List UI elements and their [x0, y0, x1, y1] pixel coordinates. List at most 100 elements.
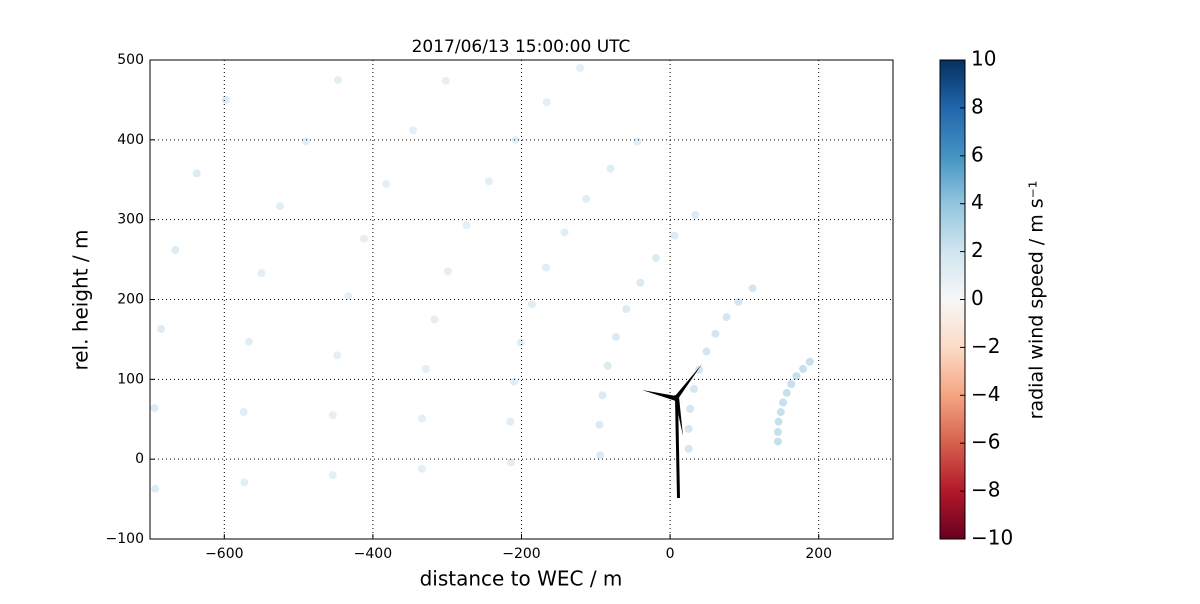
point [598, 391, 607, 400]
point [344, 292, 353, 301]
point [527, 300, 536, 309]
point [302, 137, 311, 146]
point [684, 444, 693, 453]
point [443, 267, 452, 276]
point [582, 194, 591, 203]
point [779, 398, 788, 407]
y-tick-label: 0 [135, 451, 144, 467]
point [221, 95, 230, 104]
colorbar-tick-label: −6 [971, 430, 1000, 454]
point [421, 364, 430, 373]
colorbar-tick-label: 8 [971, 94, 984, 118]
point [333, 75, 342, 84]
colorbar-tick-label: −10 [971, 526, 1013, 550]
point [507, 458, 516, 467]
point [805, 357, 814, 366]
point [328, 471, 337, 480]
point [695, 365, 704, 374]
y-tick-label: 400 [117, 132, 144, 148]
y-tick-label: −100 [106, 531, 144, 547]
point [441, 76, 450, 85]
turbine [642, 364, 702, 498]
point [595, 420, 604, 429]
point [603, 361, 612, 370]
point [511, 135, 520, 144]
point [651, 253, 660, 262]
chart-title: 2017/06/13 15:00:00 UTC [412, 37, 631, 57]
y-tick-label: 500 [117, 52, 144, 68]
point [774, 417, 783, 426]
point [171, 246, 180, 255]
y-tick-label: 200 [117, 292, 144, 308]
point [686, 404, 695, 413]
y-axis-label: rel. height / m [69, 229, 93, 370]
point [576, 63, 585, 72]
point [773, 428, 782, 437]
point [542, 263, 551, 272]
point [240, 478, 249, 487]
point [382, 179, 391, 188]
colorbar-tick-label: 0 [971, 286, 984, 310]
point [510, 377, 519, 386]
point [333, 351, 342, 360]
point [636, 278, 645, 287]
point [239, 408, 248, 417]
x-tick-label: −200 [502, 546, 540, 562]
point [276, 202, 285, 211]
colorbar-label: radial wind speed / m s⁻¹ [1026, 181, 1048, 420]
point [684, 424, 693, 433]
point [689, 384, 698, 393]
point [150, 404, 159, 413]
y-tick-label: 100 [117, 371, 144, 387]
point [670, 231, 679, 240]
colorbar-tick-label: −4 [971, 382, 1000, 406]
point [776, 408, 785, 417]
point [711, 329, 720, 338]
point [691, 210, 700, 219]
x-tick-label: 0 [666, 546, 675, 562]
y-tick-label: 300 [117, 212, 144, 228]
x-tick-label: −400 [354, 546, 392, 562]
point [633, 137, 642, 146]
colorbar-tick-label: −8 [971, 478, 1000, 502]
point [611, 333, 620, 342]
point [734, 297, 743, 306]
plot-frame [149, 59, 894, 540]
colorbar-tick-label: −2 [971, 334, 1000, 358]
point [430, 315, 439, 324]
point [417, 464, 426, 473]
point [359, 234, 368, 243]
point [157, 325, 166, 334]
point [516, 338, 525, 347]
point [417, 414, 426, 423]
point [782, 388, 791, 397]
point [622, 305, 631, 314]
point [328, 411, 337, 420]
point [542, 98, 551, 107]
point [702, 347, 711, 356]
point [409, 126, 418, 135]
point [787, 380, 796, 389]
point [151, 484, 160, 493]
point [484, 177, 493, 186]
point [792, 372, 801, 381]
colorbar-tick-label: 2 [971, 238, 984, 262]
point [257, 269, 266, 278]
colorbar-tick-label: 6 [971, 142, 984, 166]
x-axis-label: distance to WEC / m [420, 567, 623, 591]
colorbar-tick-label: 10 [971, 47, 996, 71]
x-tick-label: −600 [205, 546, 243, 562]
point [748, 284, 757, 293]
point [773, 437, 782, 446]
point [192, 169, 201, 178]
point [799, 364, 808, 373]
points [150, 63, 814, 493]
x-tick-label: 200 [805, 546, 832, 562]
point [560, 228, 569, 237]
point [244, 337, 253, 346]
point [722, 313, 731, 322]
point [462, 221, 471, 230]
point [506, 417, 515, 426]
point [606, 164, 615, 173]
